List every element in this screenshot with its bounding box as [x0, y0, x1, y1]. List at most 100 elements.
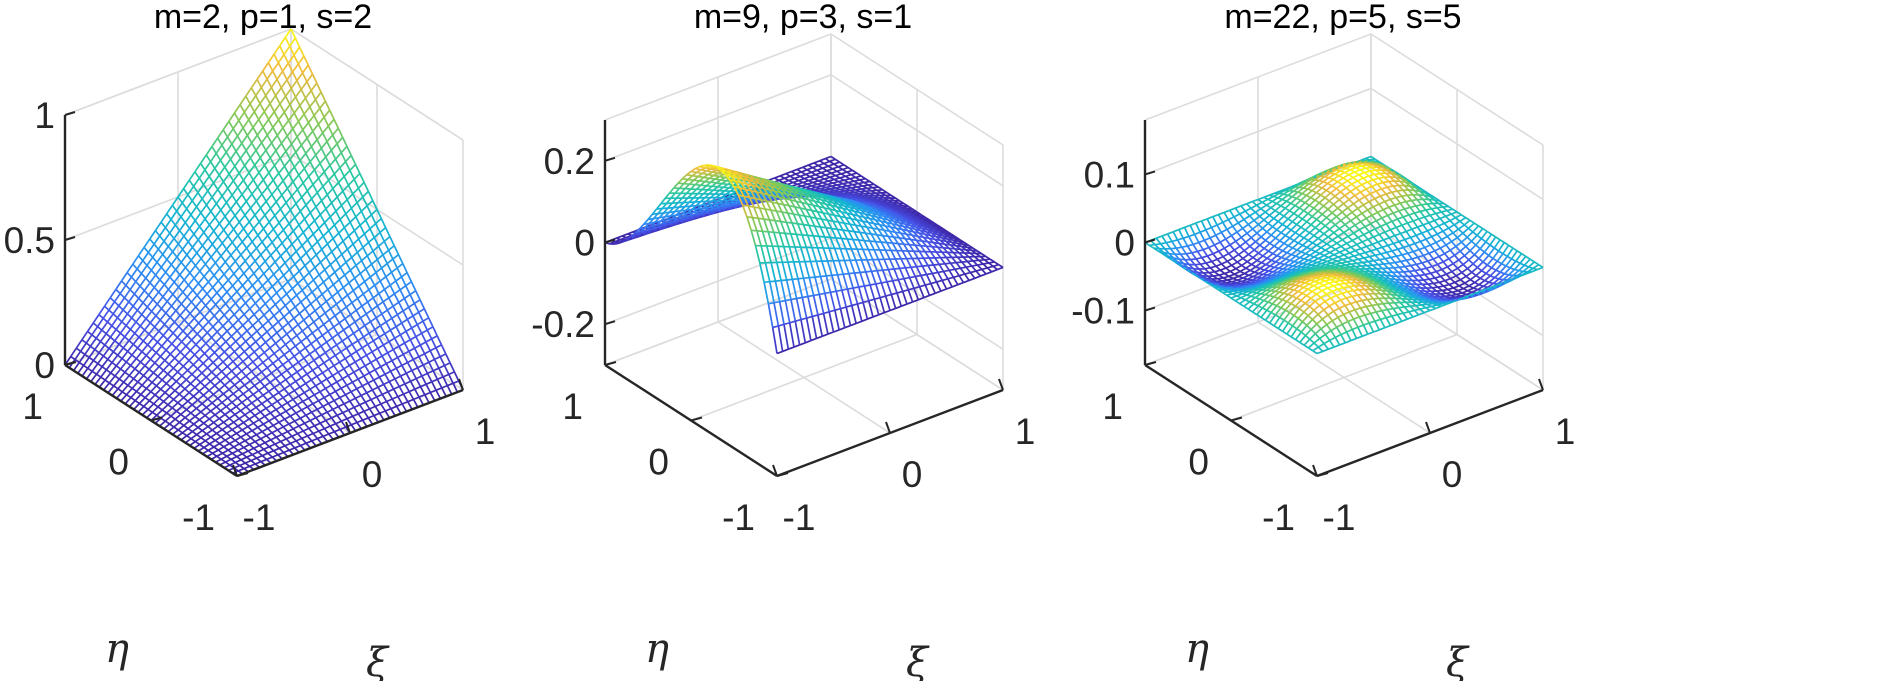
mesh-segment — [128, 301, 134, 307]
mesh-segment — [407, 401, 413, 410]
mesh-segment — [414, 344, 421, 349]
mesh-segment — [170, 210, 178, 220]
mesh-segment — [301, 284, 309, 291]
mesh-segment — [197, 231, 205, 241]
mesh-segment — [152, 337, 159, 343]
mesh-segment — [292, 428, 299, 435]
mesh-segment — [298, 270, 305, 279]
mesh-segment — [182, 291, 188, 298]
mesh-segment — [139, 354, 147, 363]
mesh-segment — [275, 142, 283, 152]
mesh-segment — [174, 269, 181, 276]
mesh-segment — [164, 391, 170, 397]
mesh-segment — [238, 440, 246, 445]
mesh-segment — [203, 269, 211, 278]
mesh-segment — [310, 90, 317, 100]
mesh-segment — [230, 405, 237, 412]
mesh-segment — [370, 208, 378, 216]
mesh-segment — [325, 149, 332, 158]
mesh-segment — [136, 390, 142, 396]
mesh-segment — [246, 453, 253, 458]
mesh-segment — [265, 142, 273, 151]
mesh-segment — [341, 299, 348, 308]
mesh-segment — [167, 398, 175, 406]
mesh-segment — [287, 359, 294, 367]
mesh-segment — [225, 335, 232, 343]
mesh-segment — [242, 389, 250, 395]
mesh-segment — [169, 269, 177, 278]
mesh-segment — [182, 188, 189, 196]
mesh-segment — [231, 370, 237, 377]
mesh-segment — [333, 118, 340, 129]
mesh-segment — [193, 225, 201, 235]
mesh-segment — [333, 400, 340, 408]
mesh-segment — [197, 394, 205, 401]
mesh-segment — [369, 405, 376, 410]
mesh-segment — [264, 381, 271, 387]
mesh-segment — [369, 222, 377, 230]
mesh-segment — [263, 267, 271, 275]
mesh-segment — [277, 119, 284, 129]
mesh-segment — [153, 243, 159, 250]
mesh-segment — [270, 372, 277, 379]
mesh-segment — [373, 237, 380, 247]
mesh-segment — [276, 332, 282, 340]
mesh-segment — [318, 222, 326, 229]
mesh-segment — [117, 381, 125, 390]
mesh-segment — [223, 421, 229, 427]
mesh-segment — [250, 290, 258, 298]
mesh-segment — [246, 134, 253, 144]
mesh-segment — [213, 442, 220, 448]
mesh-segment — [154, 326, 160, 332]
mesh-segment — [347, 178, 355, 186]
mesh-segment — [266, 362, 274, 369]
mesh-segment — [189, 265, 197, 274]
floor-grid-line — [690, 333, 918, 422]
mesh-segment — [259, 207, 266, 216]
mesh-segment — [261, 186, 269, 195]
mesh-segment — [205, 204, 212, 212]
mesh-segment — [750, 230, 757, 246]
mesh-segment — [120, 272, 128, 282]
mesh-segment — [643, 231, 650, 236]
mesh-segment — [187, 400, 193, 406]
mesh-segment — [158, 323, 166, 332]
mesh-segment — [822, 165, 829, 170]
mesh-segment — [231, 143, 237, 152]
mesh-segment — [439, 356, 446, 366]
mesh-segment — [241, 134, 249, 144]
mesh-segment — [229, 379, 236, 386]
eta-tick-mark — [150, 416, 163, 422]
mesh-segment — [292, 224, 300, 232]
mesh-segment — [194, 171, 201, 179]
mesh-segment — [355, 350, 362, 360]
mesh-segment — [115, 365, 122, 370]
mesh-segment — [197, 422, 205, 429]
mesh-segment — [384, 329, 391, 335]
mesh-segment — [284, 37, 291, 47]
mesh-segment — [308, 226, 315, 235]
mesh-segment — [212, 361, 219, 368]
mesh-segment — [201, 198, 208, 206]
mesh-segment — [291, 237, 299, 245]
mesh-segment — [338, 274, 346, 281]
mesh-segment — [261, 285, 268, 293]
mesh-segment — [165, 305, 173, 314]
mesh-segment — [243, 418, 250, 424]
mesh-segment — [290, 339, 297, 347]
mesh-segment — [245, 142, 253, 152]
mesh-segment — [751, 185, 758, 193]
mesh-segment — [269, 95, 277, 105]
mesh-segment — [309, 385, 317, 390]
mesh-segment — [258, 164, 266, 174]
mesh-segment — [268, 386, 275, 392]
mesh-segment — [295, 196, 303, 205]
mesh-segment — [196, 245, 204, 254]
mesh-segment — [253, 103, 261, 113]
mesh-segment — [174, 216, 182, 226]
mesh-segment — [353, 404, 361, 409]
mesh-segment — [221, 370, 227, 377]
mesh-segment — [240, 330, 248, 337]
mesh-segment — [286, 369, 293, 377]
